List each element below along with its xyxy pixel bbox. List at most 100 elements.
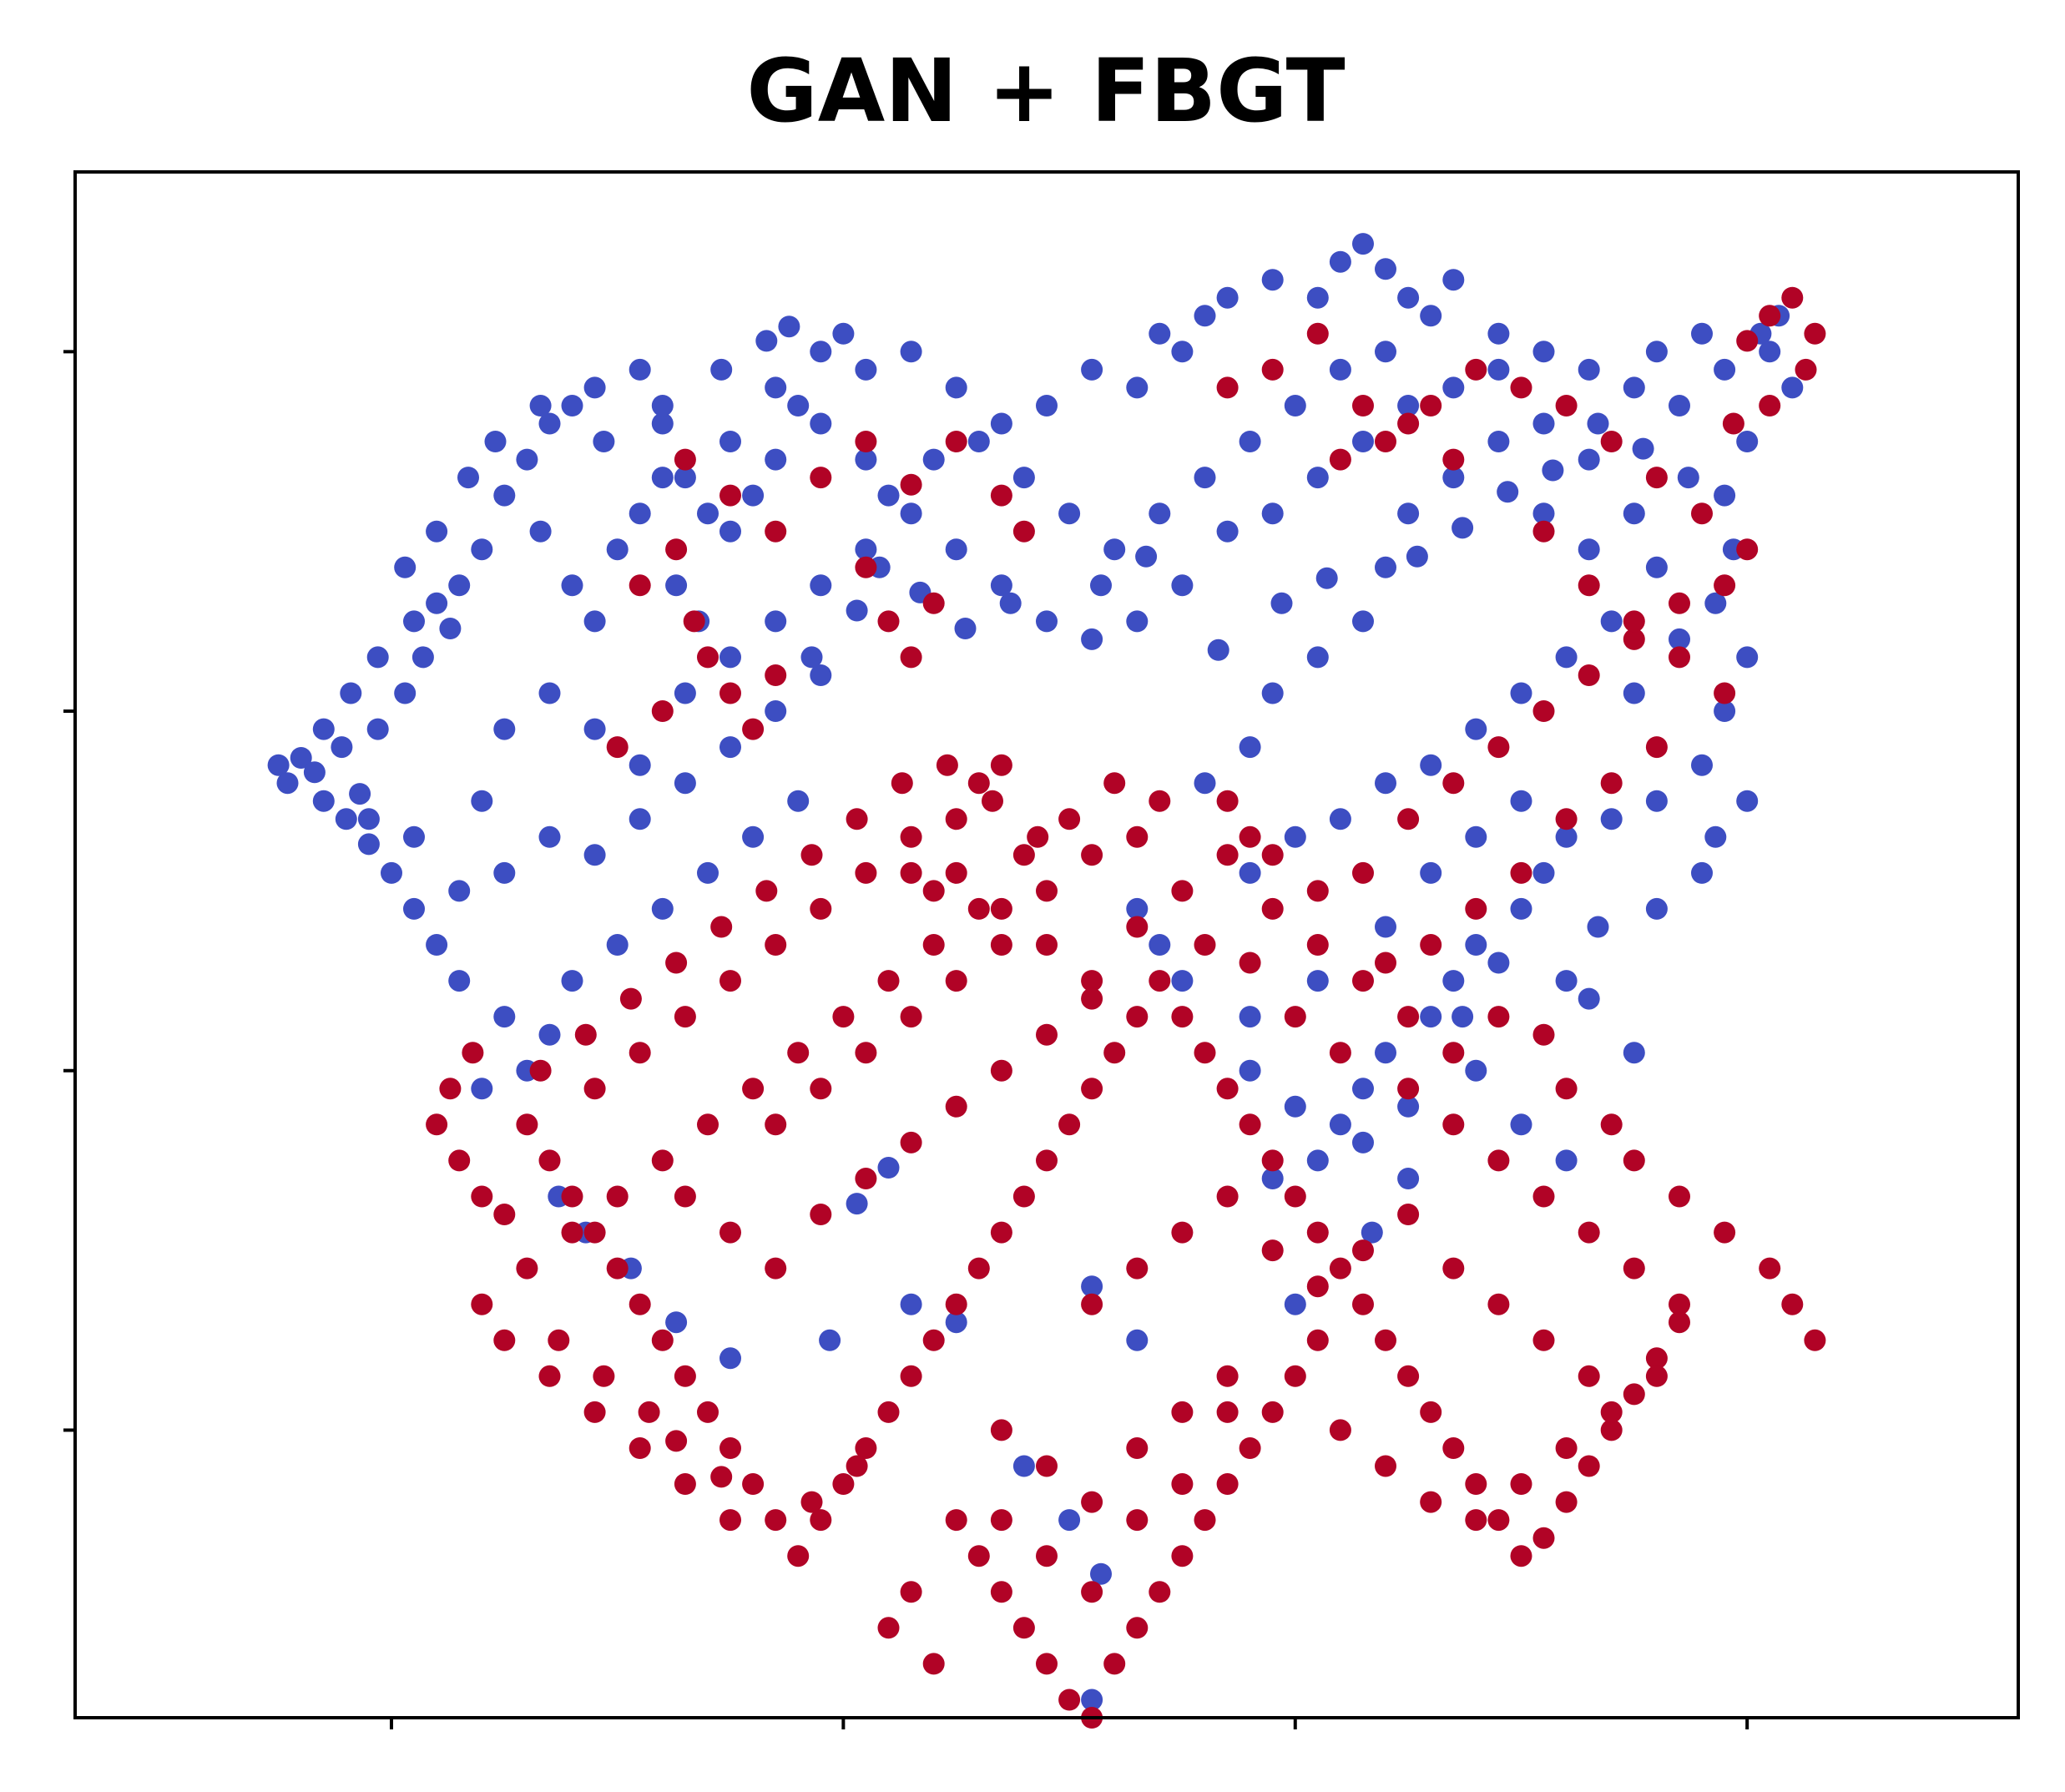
data-point (855, 538, 877, 561)
data-point (900, 1365, 922, 1387)
data-point (1397, 395, 1420, 416)
data-point (810, 1509, 832, 1532)
data-point (665, 538, 688, 561)
data-point (1239, 431, 1261, 452)
data-point (990, 1509, 1012, 1532)
data-point (583, 844, 606, 866)
data-point (593, 431, 615, 452)
data-point (448, 880, 471, 902)
data-point (1442, 772, 1465, 795)
data-point (1329, 1257, 1351, 1280)
data-point (1669, 646, 1690, 669)
data-point (1804, 322, 1826, 345)
data-point (1465, 358, 1487, 381)
data-point (403, 897, 425, 920)
data-point (1452, 1006, 1474, 1028)
data-point (1306, 1221, 1329, 1244)
data-point (1759, 305, 1781, 327)
data-point (922, 1329, 945, 1351)
data-point (1306, 646, 1329, 669)
data-point (990, 412, 1012, 435)
data-point (1442, 269, 1465, 291)
data-point (800, 646, 823, 669)
data-point (276, 772, 299, 795)
data-point (516, 1113, 538, 1136)
data-point (340, 682, 362, 704)
data-point (674, 467, 696, 489)
data-point (1306, 880, 1329, 902)
data-point (1587, 412, 1609, 435)
data-point (1487, 1509, 1510, 1532)
data-point (629, 574, 651, 597)
data-point (900, 1131, 922, 1153)
data-point (1081, 1293, 1103, 1315)
data-point (936, 754, 958, 776)
data-point (381, 861, 402, 884)
data-point (561, 574, 583, 597)
data-point (945, 861, 967, 884)
data-point (1194, 305, 1216, 327)
data-point (1284, 1365, 1306, 1387)
data-point (493, 484, 516, 507)
data-point (900, 646, 922, 669)
data-point (1306, 1149, 1329, 1172)
data-point (1397, 1078, 1420, 1100)
data-point (1126, 916, 1149, 938)
data-point (357, 833, 380, 856)
data-point (1261, 844, 1284, 866)
data-point (945, 1509, 967, 1532)
data-point (366, 646, 389, 669)
data-point (922, 1653, 945, 1675)
data-point (1406, 545, 1428, 568)
data-point (1375, 1329, 1396, 1351)
data-point (1171, 970, 1194, 992)
data-point (1736, 330, 1759, 352)
data-point (561, 1221, 583, 1244)
data-point (877, 1157, 900, 1179)
data-point (1375, 431, 1396, 452)
data-point (1329, 358, 1351, 381)
data-point (629, 754, 651, 776)
data-point (1239, 736, 1261, 759)
data-point (651, 412, 674, 435)
data-point (697, 1401, 719, 1423)
data-point (574, 1023, 597, 1046)
data-point (638, 1401, 660, 1423)
data-point (742, 718, 765, 740)
data-point (1465, 897, 1487, 920)
data-point (1058, 1509, 1081, 1532)
data-point (1532, 1329, 1555, 1351)
data-point (1126, 825, 1149, 848)
data-point (1714, 700, 1736, 722)
data-point (945, 431, 967, 452)
data-point (1420, 754, 1442, 776)
data-point (697, 1113, 719, 1136)
data-point (1623, 376, 1645, 399)
data-point (1714, 484, 1736, 507)
data-point (1315, 567, 1338, 589)
data-point (1126, 610, 1149, 633)
data-point (1329, 1113, 1351, 1136)
data-point (990, 1581, 1012, 1603)
data-point (1532, 1185, 1555, 1208)
data-point (1352, 970, 1374, 992)
data-point (1555, 1437, 1578, 1459)
data-point (1714, 358, 1736, 381)
data-point (1194, 1042, 1216, 1064)
data-point (1306, 970, 1329, 992)
data-point (891, 772, 913, 795)
data-point (877, 1617, 900, 1639)
data-point (1442, 970, 1465, 992)
data-point (1261, 1149, 1284, 1172)
data-point (719, 1509, 741, 1532)
data-point (493, 718, 516, 740)
data-point (967, 897, 990, 920)
data-point (719, 1347, 741, 1370)
data-point (1090, 1562, 1112, 1585)
data-point (448, 574, 471, 597)
data-point (1555, 1149, 1578, 1172)
data-point (1632, 437, 1654, 460)
data-point (1352, 610, 1374, 633)
data-point (765, 520, 787, 543)
data-point (1194, 934, 1216, 956)
